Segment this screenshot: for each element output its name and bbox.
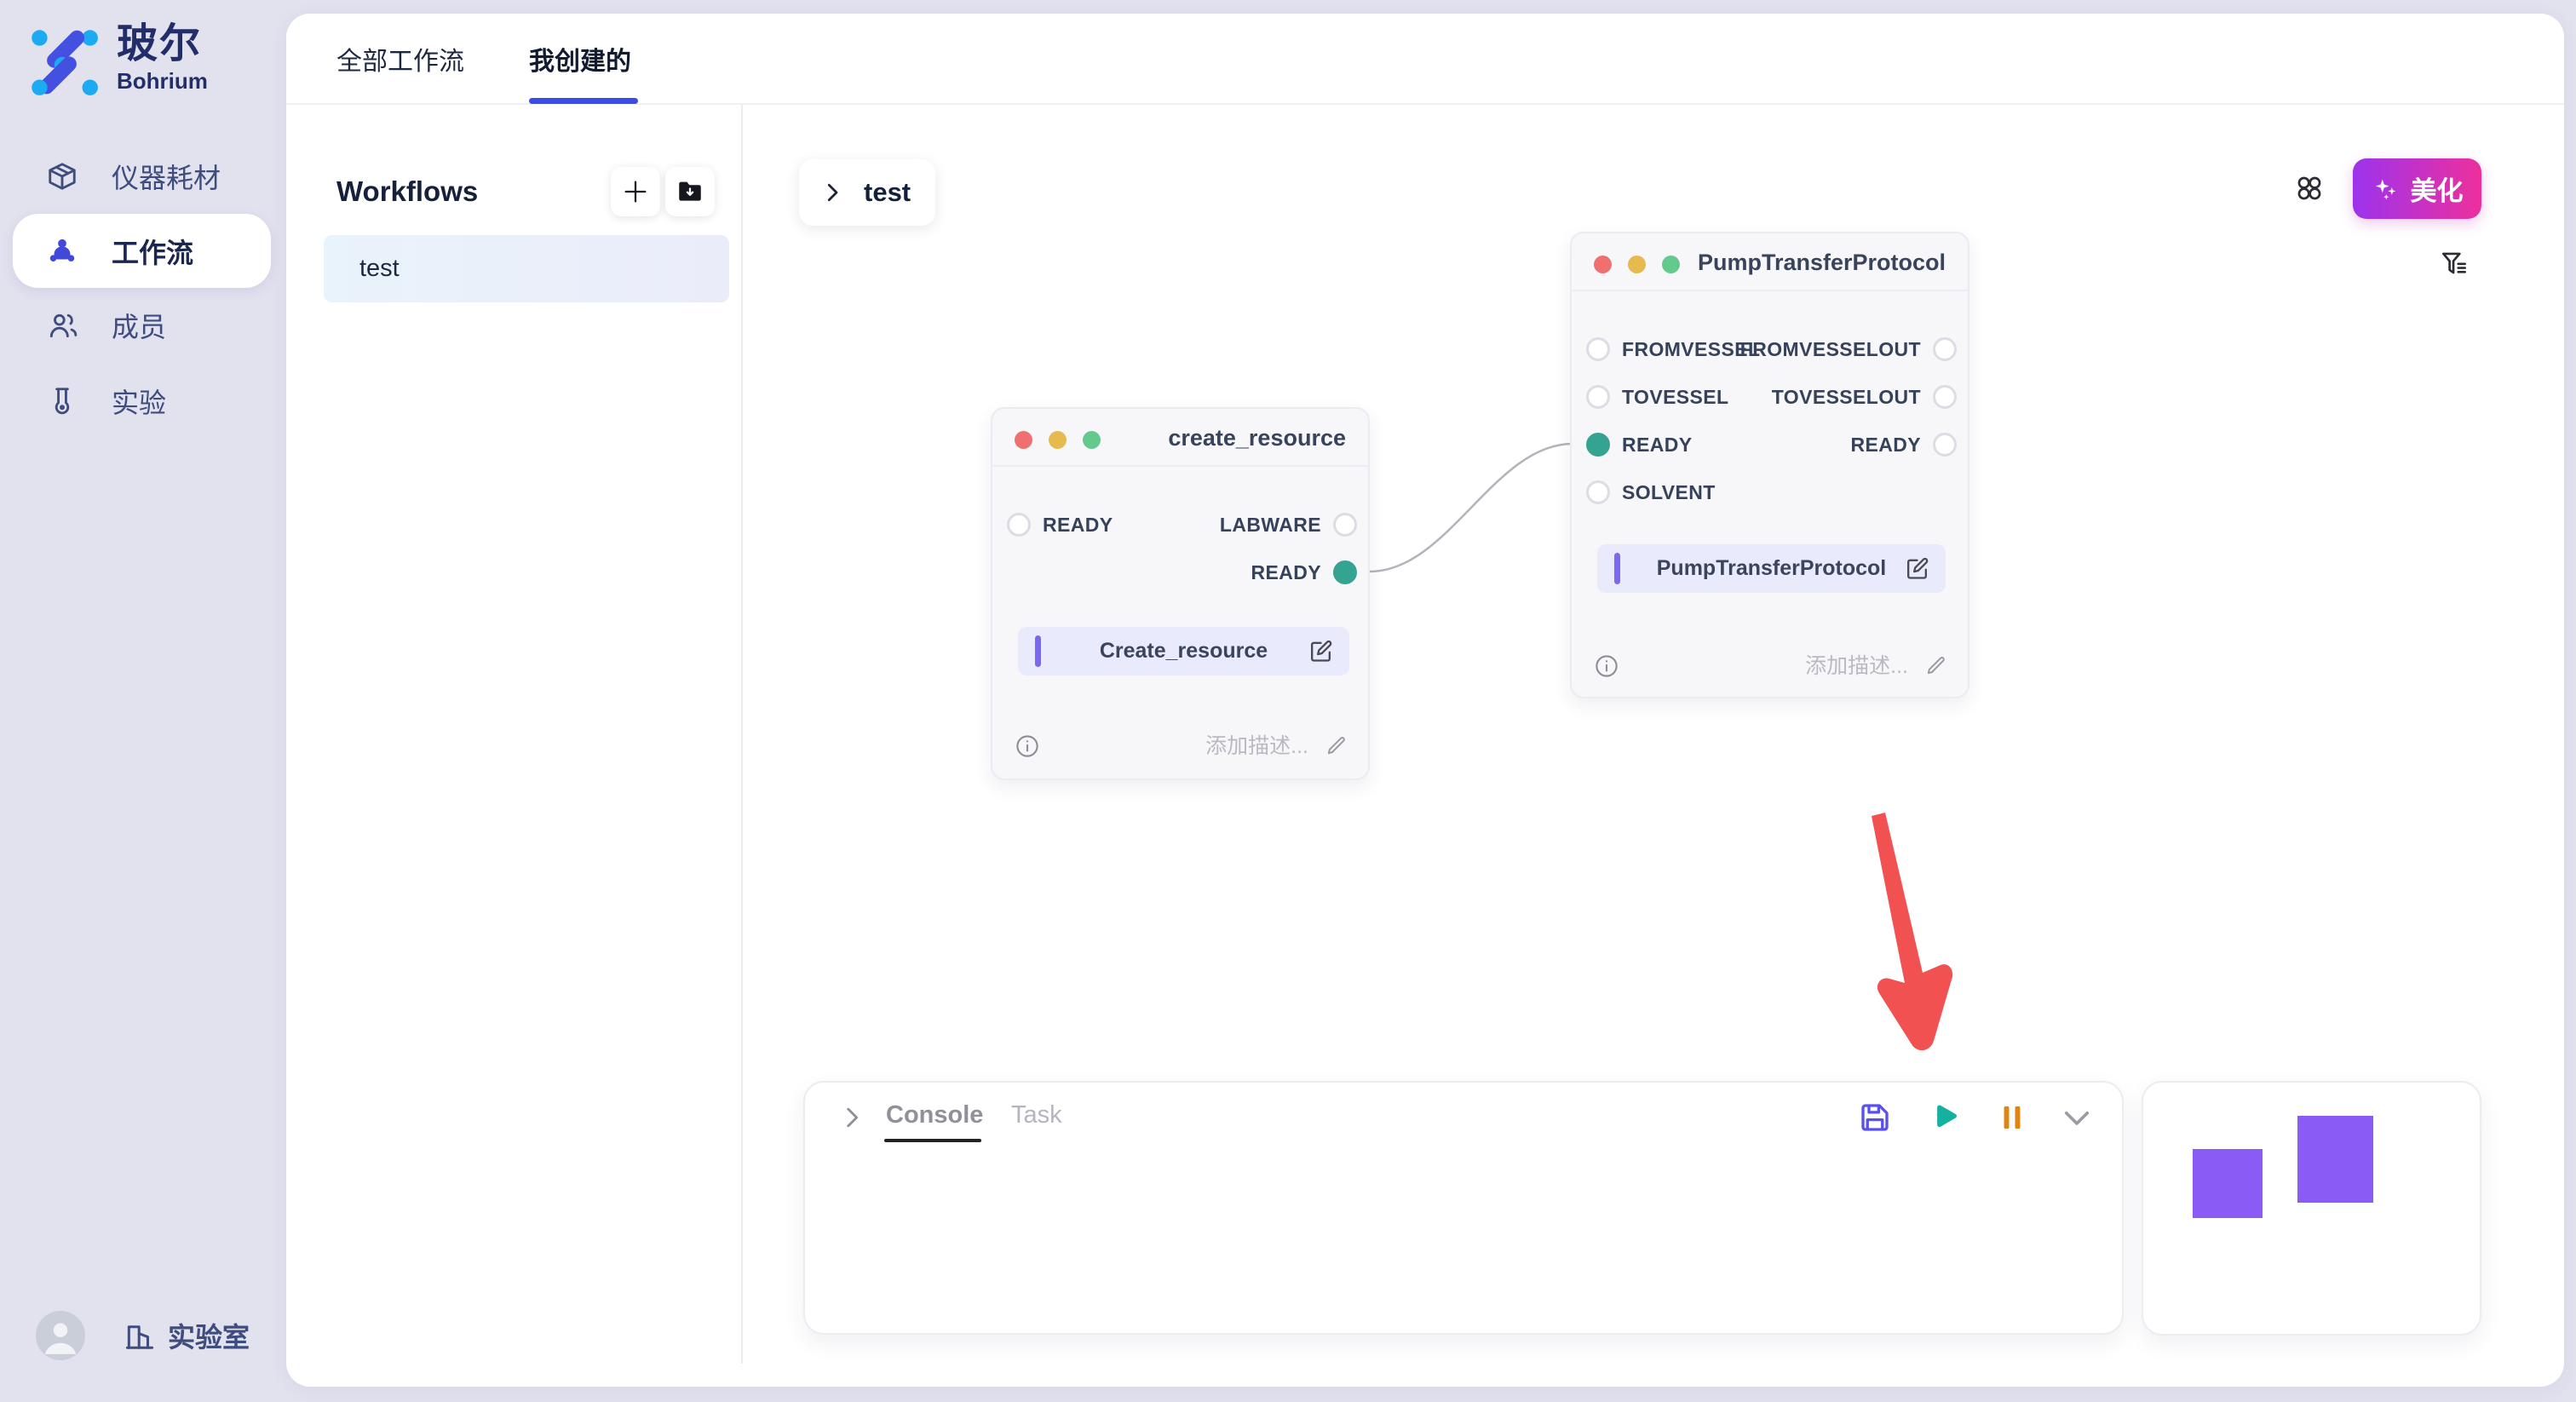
- pause-icon[interactable]: [1994, 1100, 2030, 1135]
- save-icon[interactable]: [1857, 1100, 1893, 1135]
- folder-download-icon: [679, 181, 701, 201]
- sidebar-item-workflows[interactable]: 工作流: [13, 214, 271, 288]
- sidebar-item-consumables[interactable]: 仪器耗材: [0, 139, 286, 214]
- chevron-down-icon[interactable]: [2059, 1100, 2095, 1135]
- brand-name-en: Bohrium: [117, 68, 208, 94]
- plus-icon: [624, 181, 647, 203]
- traffic-dots-icon: [1594, 256, 1680, 273]
- workspace-switcher[interactable]: 实验室: [124, 1316, 250, 1355]
- edit-icon[interactable]: [1308, 638, 1334, 664]
- traffic-dots-icon: [1015, 431, 1101, 449]
- beautify-label: 美化: [2410, 176, 2464, 206]
- active-tab-underline: [529, 98, 638, 104]
- minimap-node-rect: [2193, 1149, 2263, 1218]
- info-icon[interactable]: [1594, 653, 1619, 679]
- brand-logo: 玻尔 Bohrium: [23, 20, 208, 99]
- output-port-labware[interactable]: [1333, 513, 1357, 537]
- sidebar-item-label: 成员: [112, 312, 167, 342]
- node-title: create_resource: [1168, 425, 1346, 451]
- pill-label: Create_resource: [1099, 639, 1268, 663]
- workspace-label: 实验室: [168, 1322, 250, 1353]
- team-icon: [46, 235, 78, 267]
- pill-accent-bar: [1035, 635, 1041, 667]
- panel-divider: [741, 105, 743, 1364]
- node-function-pill[interactable]: Create_resource: [1018, 627, 1349, 675]
- console-panel: Console Task: [803, 1081, 2124, 1335]
- output-port-ready[interactable]: [1333, 560, 1357, 584]
- avatar[interactable]: [36, 1311, 85, 1360]
- output-port-ready[interactable]: [1933, 433, 1957, 457]
- filter-button[interactable]: [2438, 247, 2470, 279]
- chevron-right-icon[interactable]: [837, 1103, 866, 1132]
- minimap-node-rect: [2297, 1116, 2373, 1203]
- run-icon[interactable]: [1926, 1100, 1962, 1135]
- brand-name-zh: 玻尔: [117, 21, 203, 66]
- output-port-fromvesselout[interactable]: [1933, 337, 1957, 361]
- node-title: PumpTransferProtocol: [1697, 250, 1946, 275]
- breadcrumb[interactable]: test: [799, 159, 935, 226]
- command-icon: [2297, 176, 2321, 200]
- input-port-tovessel[interactable]: [1586, 385, 1610, 409]
- minimap[interactable]: [2142, 1081, 2481, 1336]
- building-icon: [125, 1325, 154, 1349]
- description-placeholder[interactable]: 添加描述...: [1205, 734, 1308, 758]
- workflow-list-item-test[interactable]: test: [324, 235, 729, 302]
- pill-label: PumpTransferProtocol: [1656, 556, 1887, 580]
- description-placeholder[interactable]: 添加描述...: [1805, 654, 1908, 678]
- pencil-icon[interactable]: [1923, 654, 1947, 678]
- tab-all-workflows[interactable]: 全部工作流: [336, 47, 464, 76]
- users-icon: [46, 309, 78, 342]
- sidebar-item-label: 工作流: [112, 237, 194, 268]
- input-port-ready[interactable]: [1586, 433, 1610, 457]
- pencil-icon[interactable]: [1324, 734, 1348, 758]
- sidebar-item-members[interactable]: 成员: [0, 288, 286, 363]
- edit-icon[interactable]: [1904, 555, 1930, 582]
- beautify-button[interactable]: 美化: [2353, 158, 2481, 219]
- flask-icon: [46, 385, 78, 417]
- import-workflow-button[interactable]: [665, 167, 715, 216]
- workflow-panel-title: Workflows: [336, 175, 479, 207]
- input-port-ready[interactable]: [1007, 513, 1031, 537]
- chevron-right-icon: [827, 183, 838, 202]
- auto-layout-button[interactable]: [2293, 172, 2326, 204]
- info-icon[interactable]: [1015, 733, 1040, 759]
- input-port-solvent[interactable]: [1586, 480, 1610, 504]
- filter-icon: [2441, 252, 2467, 274]
- sparkles-icon: [2375, 179, 2395, 199]
- node-header: create_resource: [992, 409, 1368, 467]
- node-header: PumpTransferProtocol: [1572, 233, 1968, 291]
- workflow-panel-header: Workflows: [336, 167, 720, 216]
- header-tabbar: 全部工作流 我创建的: [286, 14, 2564, 105]
- tab-created-by-me[interactable]: 我创建的: [529, 47, 631, 76]
- node-pump-transfer-protocol[interactable]: PumpTransferProtocol FROMVESSEL FROMVESS…: [1570, 232, 1969, 698]
- console-tab-underline: [884, 1139, 981, 1142]
- breadcrumb-label: test: [864, 177, 911, 207]
- sidebar-item-label: 仪器耗材: [112, 163, 221, 193]
- task-tab[interactable]: Task: [1011, 1101, 1062, 1129]
- package-icon: [46, 160, 78, 192]
- node-create-resource[interactable]: create_resource READY LABWARE READY Crea…: [991, 407, 1370, 780]
- node-function-pill[interactable]: PumpTransferProtocol: [1597, 544, 1946, 593]
- sidebar-item-experiments[interactable]: 实验: [0, 364, 286, 439]
- sidebar-item-label: 实验: [112, 388, 167, 418]
- pill-accent-bar: [1614, 553, 1620, 584]
- add-workflow-button[interactable]: [611, 167, 660, 216]
- output-port-tovesselout[interactable]: [1933, 385, 1957, 409]
- bohrium-logo-icon: [32, 30, 98, 95]
- sidebar: 玻尔 Bohrium 仪器耗材 工作流: [0, 0, 286, 1402]
- input-port-fromvessel[interactable]: [1586, 337, 1610, 361]
- console-tab[interactable]: Console: [886, 1101, 984, 1129]
